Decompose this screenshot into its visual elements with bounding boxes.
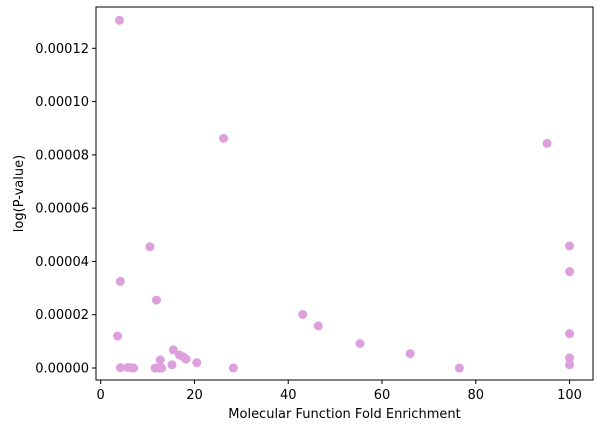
data-point bbox=[114, 15, 124, 25]
data-point bbox=[405, 349, 415, 359]
points-layer bbox=[113, 15, 575, 373]
x-tick-label: 40 bbox=[280, 388, 297, 403]
x-tick-label: 0 bbox=[97, 388, 105, 403]
data-point bbox=[219, 133, 229, 143]
y-tick-label: 0.00000 bbox=[35, 362, 89, 377]
data-point bbox=[454, 363, 464, 373]
data-point bbox=[129, 363, 139, 373]
y-tick-label: 0.00006 bbox=[35, 202, 89, 217]
data-point bbox=[542, 138, 552, 148]
data-point bbox=[115, 363, 125, 373]
data-point bbox=[151, 295, 161, 305]
data-point bbox=[565, 360, 575, 370]
y-axis: 0.00000 0.00002 0.00004 0.00006 0.00008 0.000… bbox=[35, 42, 96, 377]
data-point bbox=[298, 309, 308, 319]
data-point bbox=[113, 331, 123, 341]
y-tick-label: 0.00002 bbox=[35, 308, 89, 323]
data-point bbox=[565, 241, 575, 251]
data-point bbox=[565, 329, 575, 339]
y-axis-label: log(P-value) bbox=[12, 155, 27, 232]
data-point bbox=[565, 267, 575, 277]
x-tick-label: 100 bbox=[557, 388, 582, 403]
data-point bbox=[145, 242, 155, 252]
data-point bbox=[355, 339, 365, 348]
x-tick-label: 60 bbox=[374, 388, 391, 403]
data-point bbox=[157, 363, 167, 373]
data-point bbox=[167, 360, 177, 370]
x-tick-label: 80 bbox=[468, 388, 485, 403]
data-point bbox=[192, 358, 202, 368]
x-axis-label: Molecular Function Fold Enrichment bbox=[228, 407, 460, 422]
data-point bbox=[565, 353, 575, 363]
data-point bbox=[168, 345, 178, 355]
data-point bbox=[228, 363, 238, 373]
y-tick-label: 0.00012 bbox=[35, 42, 89, 57]
data-point bbox=[181, 354, 191, 364]
data-point bbox=[313, 321, 323, 331]
x-tick-label: 20 bbox=[186, 388, 203, 403]
x-axis: 0 20 40 60 80 100 bbox=[97, 380, 582, 403]
data-point bbox=[115, 276, 125, 286]
y-tick-label: 0.00004 bbox=[35, 255, 89, 270]
data-point bbox=[155, 355, 165, 365]
y-tick-label: 0.00010 bbox=[35, 95, 89, 110]
plot-frame bbox=[95, 6, 594, 381]
y-tick-label: 0.00008 bbox=[35, 148, 89, 163]
